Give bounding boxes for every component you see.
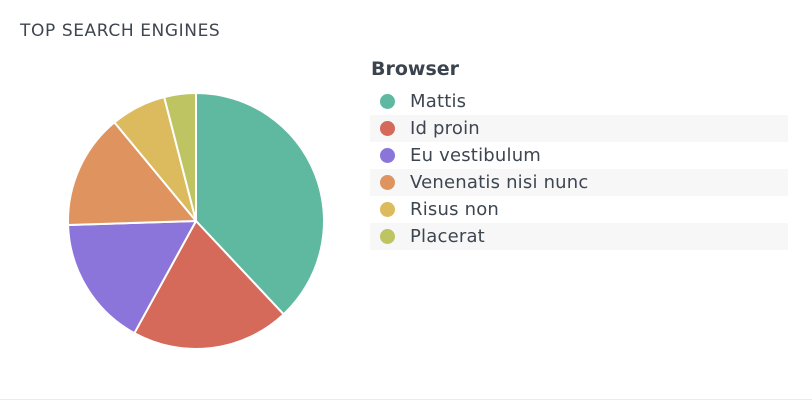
legend-item-id-proin[interactable]: Id proin — [370, 115, 788, 142]
legend-swatch — [380, 229, 395, 244]
legend-item-venenatis-nisi-nunc[interactable]: Venenatis nisi nunc — [370, 169, 788, 196]
legend: Browser Mattis Id proin Eu vestibulum Venen… — [370, 56, 788, 250]
pie-slice-placerat[interactable] — [163, 92, 197, 222]
legend-label: Id proin — [410, 118, 480, 139]
legend-swatch — [380, 121, 395, 136]
pie-slice-id-proin[interactable] — [133, 220, 285, 350]
legend-item-mattis[interactable]: Mattis — [370, 88, 788, 115]
legend-swatch — [380, 94, 395, 109]
widget-title: TOP SEARCH ENGINES — [20, 21, 221, 41]
pie-slice-eu-vestibulum[interactable] — [67, 220, 197, 335]
legend-label: Venenatis nisi nunc — [410, 172, 589, 193]
legend-swatch — [380, 175, 395, 190]
pie-slice-mattis[interactable] — [195, 92, 325, 316]
legend-item-placerat[interactable]: Placerat — [370, 223, 788, 250]
legend-items: Mattis Id proin Eu vestibulum Venenatis nis… — [370, 88, 788, 250]
legend-label: Placerat — [410, 226, 485, 247]
pie-chart — [66, 91, 326, 351]
pie-svg — [67, 92, 325, 350]
legend-label: Mattis — [410, 91, 467, 112]
pie-slice-venenatis-nisi-nunc[interactable] — [67, 121, 197, 227]
legend-label: Eu vestibulum — [410, 145, 542, 166]
legend-label: Risus non — [410, 199, 500, 220]
legend-swatch — [380, 148, 395, 163]
legend-swatch — [380, 202, 395, 217]
legend-title: Browser — [371, 58, 460, 80]
legend-item-risus-non[interactable]: Risus non — [370, 196, 788, 223]
legend-item-eu-vestibulum[interactable]: Eu vestibulum — [370, 142, 788, 169]
